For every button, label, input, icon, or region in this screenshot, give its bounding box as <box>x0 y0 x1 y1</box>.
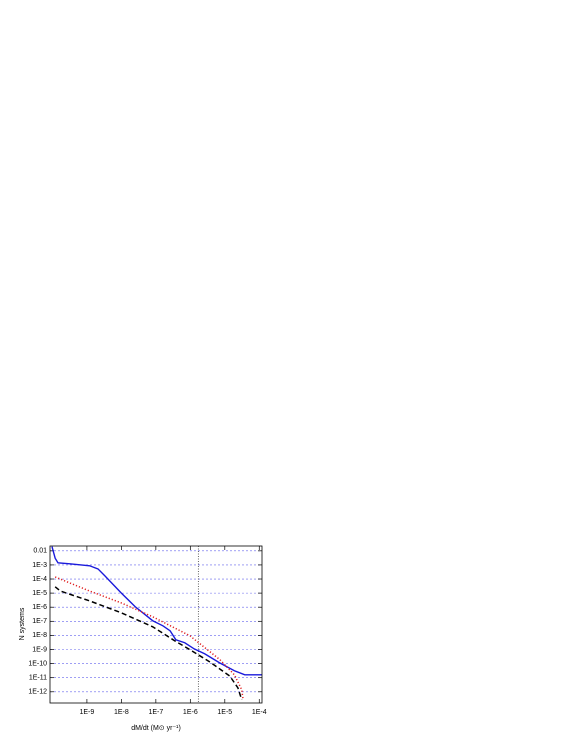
y-tick-label: 1E-6 <box>32 604 47 611</box>
y-tick-label: 1E-4 <box>32 576 47 583</box>
data-line <box>54 586 243 701</box>
x-axis-label: dM/dt (M⊙ yr⁻¹) <box>131 725 181 732</box>
x-tick-label: 1E-4 <box>252 709 267 716</box>
y-tick-label: 1E-12 <box>28 689 47 696</box>
y-tick-label: 1E-8 <box>32 632 47 639</box>
y-tick-label: 1E-7 <box>32 618 47 625</box>
data-line <box>54 576 244 700</box>
plot-frame <box>49 545 263 704</box>
y-tick-label: 0.01 <box>33 548 47 555</box>
data-line <box>51 546 262 676</box>
y-tick-label: 1E-5 <box>32 590 47 597</box>
y-tick-label: 1E-9 <box>32 646 47 653</box>
y-tick-label: 1E-3 <box>32 562 47 569</box>
y-axis-label: N systems <box>19 607 26 640</box>
x-tick-label: 1E-7 <box>148 709 163 716</box>
x-tick-label: 1E-5 <box>217 709 232 716</box>
y-tick-label: 1E-10 <box>28 660 47 667</box>
x-tick-label: 1E-8 <box>114 709 129 716</box>
y-tick-label: 1E-11 <box>29 675 47 682</box>
x-tick-label: 1E-9 <box>80 709 95 716</box>
x-tick-label: 1E-6 <box>183 709 198 716</box>
